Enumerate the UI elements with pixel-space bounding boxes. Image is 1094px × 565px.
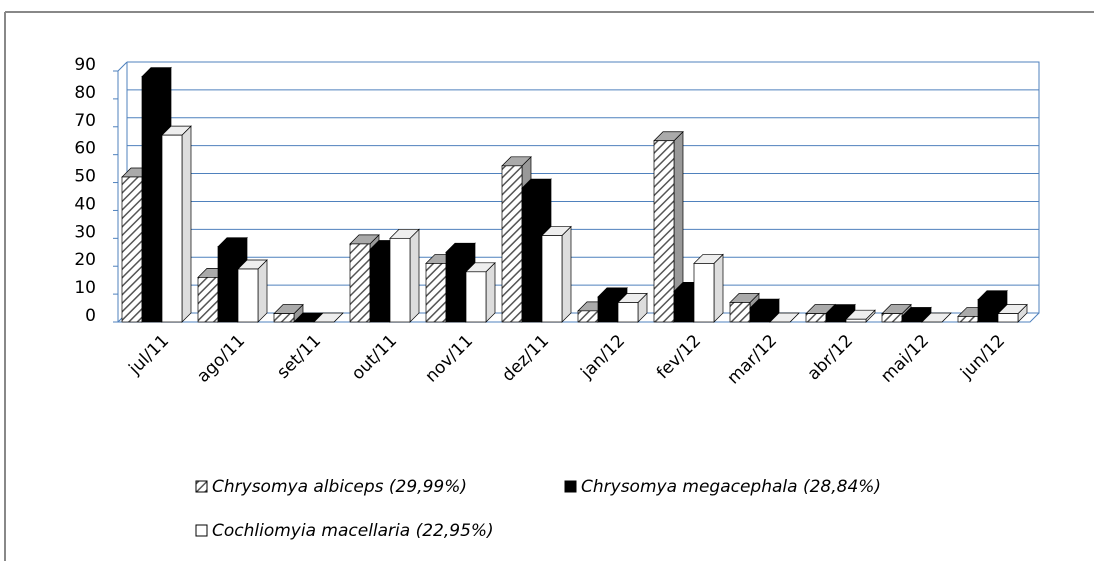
x-tick-label: dez/11 (498, 331, 553, 386)
bar (693, 253, 724, 323)
bar (653, 130, 684, 323)
y-tick-label: 20 (74, 250, 96, 270)
bar-front (577, 310, 599, 323)
bar-side (713, 253, 724, 323)
bar-top (313, 312, 344, 323)
bar-front (845, 318, 867, 323)
bar-front (237, 268, 259, 323)
bar-front (349, 243, 371, 323)
bar-front (521, 187, 543, 323)
bar (273, 303, 304, 323)
bar-front (273, 313, 295, 323)
legend-label: Chrysomya albiceps (29,99%) (212, 477, 467, 497)
bar-front (141, 76, 163, 323)
bar-front (197, 277, 219, 323)
bar-front (729, 302, 751, 323)
legend-swatch (564, 480, 577, 493)
bar-side (257, 259, 268, 323)
bar (313, 312, 344, 323)
bar-front (217, 246, 239, 323)
bar-front (693, 263, 715, 323)
bar-front (673, 290, 695, 323)
bar (977, 289, 1008, 323)
x-tick-label: jun/12 (956, 331, 1009, 384)
legend-label: Cochliomyia macellaria (22,95%) (212, 521, 494, 541)
bar-front (653, 140, 675, 323)
y-tick-label: 0 (85, 306, 96, 326)
x-tick-label: nov/11 (421, 331, 477, 387)
x-tick-label: mar/12 (724, 331, 782, 389)
bar (541, 225, 572, 323)
bar-front (881, 313, 903, 323)
legend-label: Chrysomya megacephala (28,84%) (581, 477, 881, 497)
bar-front (805, 313, 827, 323)
y-tick-label: 30 (74, 222, 96, 242)
bar-front (901, 316, 923, 323)
bar (161, 125, 192, 323)
x-tick-label: out/11 (348, 331, 401, 384)
y-tick-label: 80 (74, 83, 96, 103)
bar (825, 303, 856, 323)
bar-side (561, 225, 572, 323)
bar-front (825, 313, 847, 323)
bar-front (445, 251, 467, 323)
bar-front (121, 176, 143, 323)
x-tick-label: fev/12 (653, 331, 705, 383)
y-tick-label: 70 (74, 111, 96, 131)
bar-front (425, 263, 447, 323)
bar-top (921, 312, 952, 323)
y-tick-label: 50 (74, 167, 96, 187)
y-tick-label: 90 (74, 55, 96, 75)
bar (921, 312, 952, 323)
x-tick-label: jan/12 (577, 331, 630, 384)
bar (617, 292, 648, 323)
legend-swatch (195, 480, 208, 493)
bar-front (161, 134, 183, 323)
bar-front (501, 165, 523, 323)
bar-side (409, 228, 420, 323)
bar-front (749, 307, 771, 323)
x-tick-label: jul/11 (125, 331, 174, 380)
bar-front (541, 235, 563, 323)
bar (729, 292, 760, 323)
y-tick-label: 60 (74, 139, 96, 159)
bar-top (769, 312, 800, 323)
bar (997, 303, 1028, 323)
bar-front (369, 249, 391, 323)
bar-front (465, 271, 487, 323)
bar-front (617, 302, 639, 323)
x-tick-label: set/11 (273, 331, 325, 383)
x-tick-label: mai/12 (877, 331, 933, 387)
bar (845, 309, 876, 323)
bar-front (597, 296, 619, 323)
bar-side (181, 125, 192, 323)
bar (769, 312, 800, 323)
x-tick-label: abr/12 (804, 331, 857, 384)
y-tick-label: 10 (74, 278, 96, 298)
bar-front (977, 299, 999, 323)
bar (237, 259, 268, 323)
bar (465, 261, 496, 323)
x-tick-label: ago/11 (193, 331, 249, 387)
bar-side (485, 261, 496, 323)
bar (389, 228, 420, 323)
bar-front (389, 237, 411, 323)
bar-front (997, 313, 1019, 323)
y-tick-label: 40 (74, 194, 96, 214)
bar-front (957, 316, 979, 323)
legend-swatch (195, 524, 208, 537)
